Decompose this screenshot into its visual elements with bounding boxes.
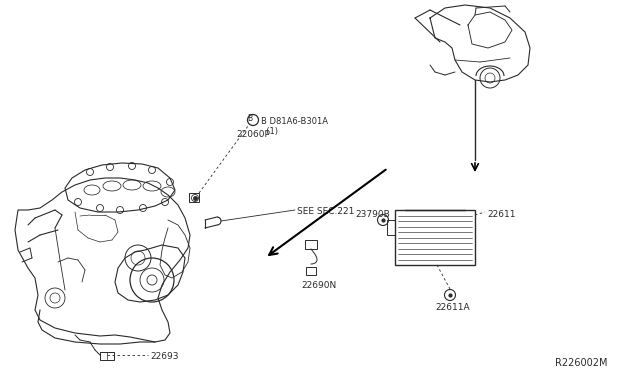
Text: 23790B: 23790B bbox=[355, 210, 390, 219]
Text: B: B bbox=[248, 113, 253, 122]
Text: 22060P: 22060P bbox=[236, 130, 270, 139]
Text: 22611: 22611 bbox=[487, 210, 515, 219]
Text: 22693: 22693 bbox=[150, 352, 179, 361]
Text: SEE SEC.221: SEE SEC.221 bbox=[297, 207, 355, 216]
Text: B D81A6-B301A
  (1): B D81A6-B301A (1) bbox=[261, 117, 328, 137]
Text: 22690N: 22690N bbox=[301, 281, 336, 290]
Text: 22611A: 22611A bbox=[435, 303, 470, 312]
Text: R226002M: R226002M bbox=[555, 358, 607, 368]
